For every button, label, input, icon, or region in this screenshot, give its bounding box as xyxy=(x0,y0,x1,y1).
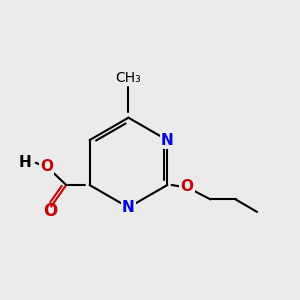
Text: O: O xyxy=(40,159,53,174)
Text: N: N xyxy=(122,200,135,215)
Text: O: O xyxy=(181,179,194,194)
Text: N: N xyxy=(161,133,174,148)
Text: H: H xyxy=(18,155,31,170)
Text: O: O xyxy=(43,202,58,220)
Text: CH₃: CH₃ xyxy=(116,70,141,85)
